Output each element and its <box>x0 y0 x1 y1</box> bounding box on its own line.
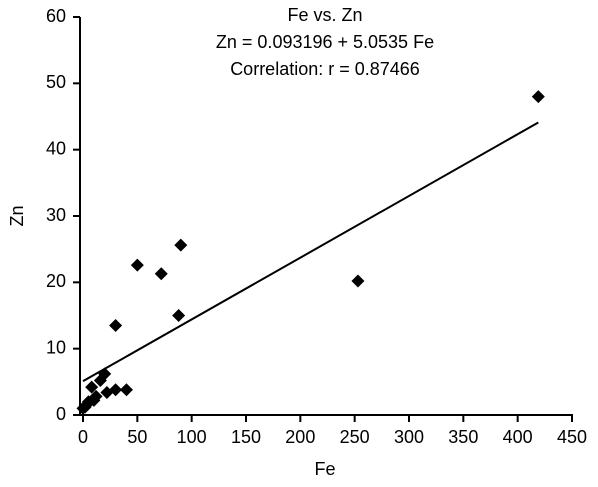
y-tick-label: 0 <box>56 404 66 424</box>
x-tick-label: 150 <box>231 427 261 447</box>
y-axis-label: Zn <box>7 205 27 226</box>
x-tick-label: 100 <box>177 427 207 447</box>
point <box>100 385 114 399</box>
y-tick-label: 20 <box>46 271 66 291</box>
x-tick-label: 250 <box>340 427 370 447</box>
fit-line <box>82 121 539 383</box>
y-tick-label: 60 <box>46 6 66 26</box>
y-tick-label: 50 <box>46 72 66 92</box>
x-tick-label: 300 <box>394 427 424 447</box>
x-tick-label: 400 <box>503 427 533 447</box>
chart-subtitle: Zn = 0.093196 + 5.0535 Fe <box>216 32 434 52</box>
y-tick-label: 10 <box>46 337 66 357</box>
x-tick-label: 450 <box>557 427 587 447</box>
point <box>119 383 133 397</box>
x-tick-label: 50 <box>127 427 147 447</box>
chart-title: Fe vs. Zn <box>287 5 362 25</box>
point <box>93 374 107 388</box>
x-tick-label: 0 <box>78 427 88 447</box>
x-axis-label: Fe <box>314 459 335 479</box>
y-tick-label: 40 <box>46 138 66 158</box>
point <box>85 380 99 394</box>
point <box>172 309 186 322</box>
y-tick-label: 30 <box>46 205 66 225</box>
point <box>78 400 92 414</box>
point <box>154 267 168 281</box>
chart-subtitle: Correlation: r = 0.87466 <box>230 59 420 79</box>
point <box>531 90 545 104</box>
point <box>351 274 365 288</box>
point <box>130 258 144 272</box>
point <box>174 238 188 252</box>
x-tick-label: 350 <box>448 427 478 447</box>
point <box>109 318 123 332</box>
x-tick-label: 200 <box>285 427 315 447</box>
